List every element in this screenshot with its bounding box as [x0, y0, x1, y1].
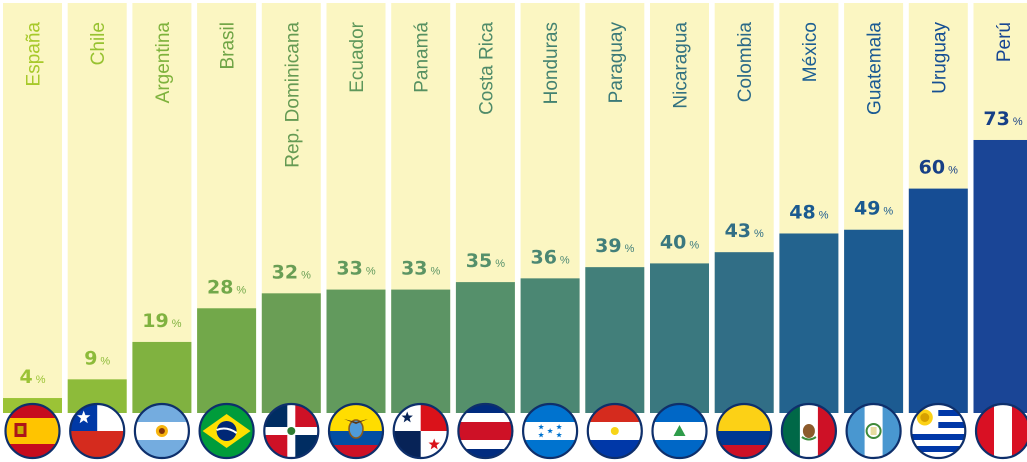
- country-label-costa-rica: Costa Rica: [476, 22, 497, 115]
- country-label-chile: Chile: [88, 22, 109, 65]
- spain-flag-icon: [4, 402, 61, 460]
- paraguay-flag-icon: [586, 402, 643, 460]
- country-label-rep-dominicana: Rep. Dominicana: [282, 22, 303, 168]
- value-label-brasil: 28%: [207, 276, 246, 298]
- value-label-colombia: 43%: [725, 220, 764, 242]
- value-label-nicaragua: 40%: [660, 231, 699, 253]
- panama-flag-icon: [392, 402, 449, 460]
- argentina-flag-icon: [133, 402, 190, 460]
- value-label-argentina: 19%: [142, 310, 181, 332]
- bar-costa-rica: [455, 282, 515, 413]
- peru-flag-icon: [974, 402, 1027, 460]
- bar-rep-dominicana: [261, 293, 321, 413]
- value-label-chile: 9%: [84, 347, 110, 369]
- country-label-argentina: Argentina: [153, 22, 174, 104]
- country-label-paraguay: Paraguay: [606, 22, 627, 104]
- costa-rica-flag-icon: [457, 402, 514, 460]
- bar-nicaragua: [650, 263, 709, 413]
- bar-honduras: [520, 278, 580, 413]
- value-label-rep-dominicana: 32%: [272, 261, 311, 283]
- country-label-colombia: Colombia: [735, 22, 756, 103]
- value-label-ecuador: 33%: [336, 258, 375, 280]
- country-label-uruguay: Uruguay: [929, 22, 950, 94]
- bar-panama: [391, 289, 451, 413]
- value-label-paraguay: 39%: [595, 235, 634, 257]
- column-background-espana: [3, 3, 62, 413]
- country-label-nicaragua: Nicaragua: [671, 22, 692, 109]
- chile-flag-icon: [69, 402, 126, 460]
- value-label-costa-rica: 35%: [466, 250, 505, 272]
- bar-guatemala: [844, 229, 904, 413]
- bar-paraguay: [585, 267, 645, 413]
- bar-uruguay: [908, 188, 968, 413]
- honduras-flag-icon: [521, 402, 579, 460]
- bar-mexico: [779, 233, 839, 413]
- country-label-panama: Panamá: [412, 22, 433, 93]
- country-label-peru: Perú: [994, 22, 1015, 62]
- bar-colombia: [714, 252, 774, 413]
- country-label-mexico: México: [800, 22, 821, 82]
- uruguay-flag-icon: [910, 402, 967, 460]
- colombia-flag-icon: [716, 402, 773, 460]
- guatemala-flag-icon: [845, 402, 902, 460]
- dominican-republic-flag-icon: [263, 402, 320, 460]
- brazil-flag-icon: [198, 402, 255, 460]
- value-label-uruguay: 60%: [919, 157, 958, 179]
- value-label-espana: 4%: [19, 366, 45, 388]
- bar-brasil: [197, 308, 257, 413]
- value-label-mexico: 48%: [789, 201, 828, 223]
- country-label-brasil: Brasil: [218, 22, 239, 70]
- value-label-guatemala: 49%: [854, 198, 893, 220]
- bar-peru: [973, 139, 1027, 414]
- value-label-peru: 73%: [983, 108, 1022, 130]
- ecuador-flag-icon: [327, 402, 385, 460]
- country-label-honduras: Honduras: [541, 22, 562, 104]
- bar-argentina: [132, 341, 192, 413]
- value-label-panama: 33%: [401, 258, 440, 280]
- country-label-espana: España: [24, 22, 45, 87]
- bar-ecuador: [326, 289, 386, 413]
- column-background-chile: [67, 3, 127, 413]
- mexico-flag-icon: [780, 402, 838, 460]
- value-label-honduras: 36%: [530, 246, 569, 268]
- country-label-guatemala: Guatemala: [865, 22, 886, 115]
- nicaragua-flag-icon: [651, 402, 708, 460]
- country-label-ecuador: Ecuador: [347, 21, 368, 92]
